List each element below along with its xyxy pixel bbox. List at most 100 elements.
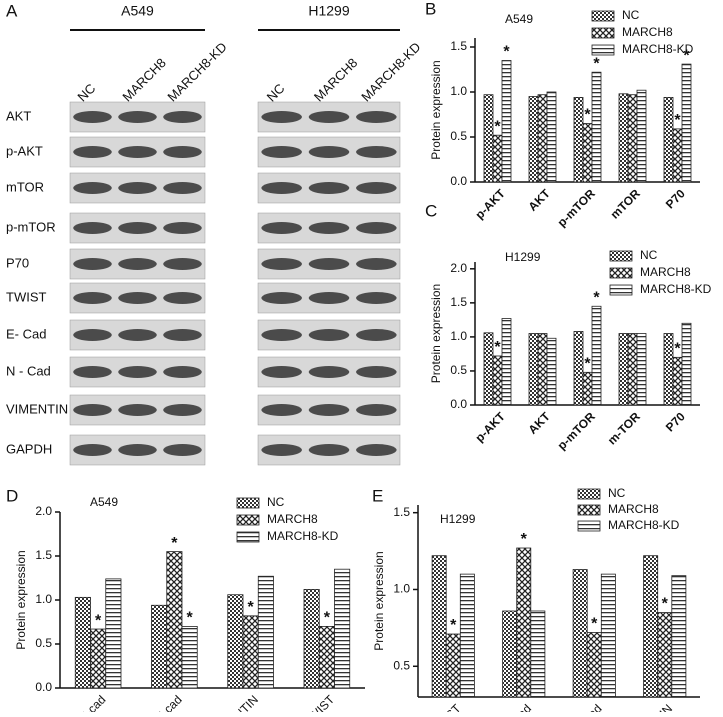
x-tick-label: AKT [526, 186, 554, 214]
bar [502, 610, 518, 698]
x-tick-label: p-mTOR [555, 186, 598, 229]
bar [672, 128, 683, 183]
blot-band [356, 182, 397, 194]
blot-band [261, 404, 302, 416]
bar [546, 337, 557, 406]
blot-band [73, 182, 112, 194]
x-tick-label: N-cad [76, 692, 109, 712]
blot-band [118, 404, 157, 416]
legend-swatch [591, 44, 615, 56]
blot-band [118, 444, 157, 456]
blot-band [163, 146, 202, 158]
legend-label: MARCH8 [267, 512, 318, 526]
y-axis-label: Protein expression [429, 60, 443, 159]
blot-band [73, 292, 112, 304]
blot-band [73, 444, 112, 456]
group-label: A549 [121, 3, 154, 19]
legend-label: NC [608, 486, 626, 500]
blot-band [163, 182, 202, 194]
y-tick-label: 2.0 [450, 261, 467, 275]
bar [483, 332, 494, 406]
significance-mark: * [494, 339, 501, 356]
y-tick-label: 0.5 [450, 363, 467, 377]
bar [431, 555, 447, 698]
blot-band [163, 292, 202, 304]
blot-band [261, 366, 302, 378]
blot-band [308, 366, 350, 378]
chart-title: H1299 [505, 250, 541, 264]
panel-label: B [425, 0, 436, 18]
significance-mark: * [674, 112, 681, 129]
panel-label: E [372, 486, 383, 505]
bar [618, 333, 629, 406]
significance-mark: * [521, 531, 528, 548]
bar [681, 63, 692, 183]
blot-band [356, 258, 397, 270]
bar [501, 60, 512, 183]
significance-mark: * [584, 356, 591, 373]
blot-band [308, 258, 350, 270]
bar [636, 333, 647, 406]
bar [657, 612, 673, 698]
bar [166, 551, 183, 689]
x-tick-label: p-AKT [473, 409, 509, 445]
bar [663, 333, 674, 406]
lane-label: NC [264, 81, 288, 105]
blot-band [73, 111, 112, 123]
bar [528, 96, 539, 183]
blot-band [118, 146, 157, 158]
blot-band [261, 111, 302, 123]
row-label: E- Cad [6, 326, 46, 341]
bar [151, 604, 168, 689]
x-tick-label: P70 [663, 186, 688, 211]
legend-swatch [591, 27, 615, 39]
x-tick-label: mTOR [608, 186, 643, 221]
blot-band [356, 404, 397, 416]
bar [627, 333, 638, 406]
significance-mark: * [674, 341, 681, 358]
blot-band [261, 444, 302, 456]
row-label: P70 [6, 255, 29, 270]
x-tick-label: p-AKT [473, 186, 509, 222]
x-tick-label: m-TOR [605, 409, 643, 447]
blot-band [356, 329, 397, 341]
significance-mark: * [591, 616, 598, 633]
row-label: mTOR [6, 179, 44, 194]
blot-band [308, 292, 350, 304]
legend-swatch [236, 497, 260, 509]
legend-swatch [236, 514, 260, 526]
blot-band [73, 146, 112, 158]
blot-band [118, 258, 157, 270]
blot-band [356, 146, 397, 158]
blot-band [118, 182, 157, 194]
panel-label: A [6, 1, 18, 20]
group-label: H1299 [308, 3, 349, 19]
bar [681, 322, 692, 406]
blot-band [73, 222, 112, 234]
significance-mark: * [494, 118, 501, 135]
significance-mark: * [248, 599, 255, 616]
blot-band [163, 111, 202, 123]
bar [530, 610, 546, 698]
row-label: GAPDH [6, 441, 52, 456]
significance-mark: * [683, 47, 690, 64]
y-axis-label: Protein expression [429, 284, 443, 383]
blot-band [356, 111, 397, 123]
legend-swatch [236, 531, 260, 543]
y-tick-label: 1.0 [450, 329, 467, 343]
bar [90, 628, 107, 689]
y-tick-label: 1.5 [450, 295, 467, 309]
significance-mark: * [171, 535, 178, 552]
lane-label: NC [74, 81, 98, 105]
bar [528, 333, 539, 406]
y-tick-label: 1.5 [393, 505, 410, 519]
panel-label: C [425, 201, 437, 220]
significance-mark: * [593, 55, 600, 72]
legend-label: MARCH8 [622, 25, 673, 39]
legend-swatch [609, 284, 633, 296]
legend-label: MARCH8 [640, 265, 691, 279]
x-tick-label: p-mTOR [555, 409, 598, 452]
bar [492, 134, 503, 183]
row-label: p-AKT [6, 143, 43, 158]
